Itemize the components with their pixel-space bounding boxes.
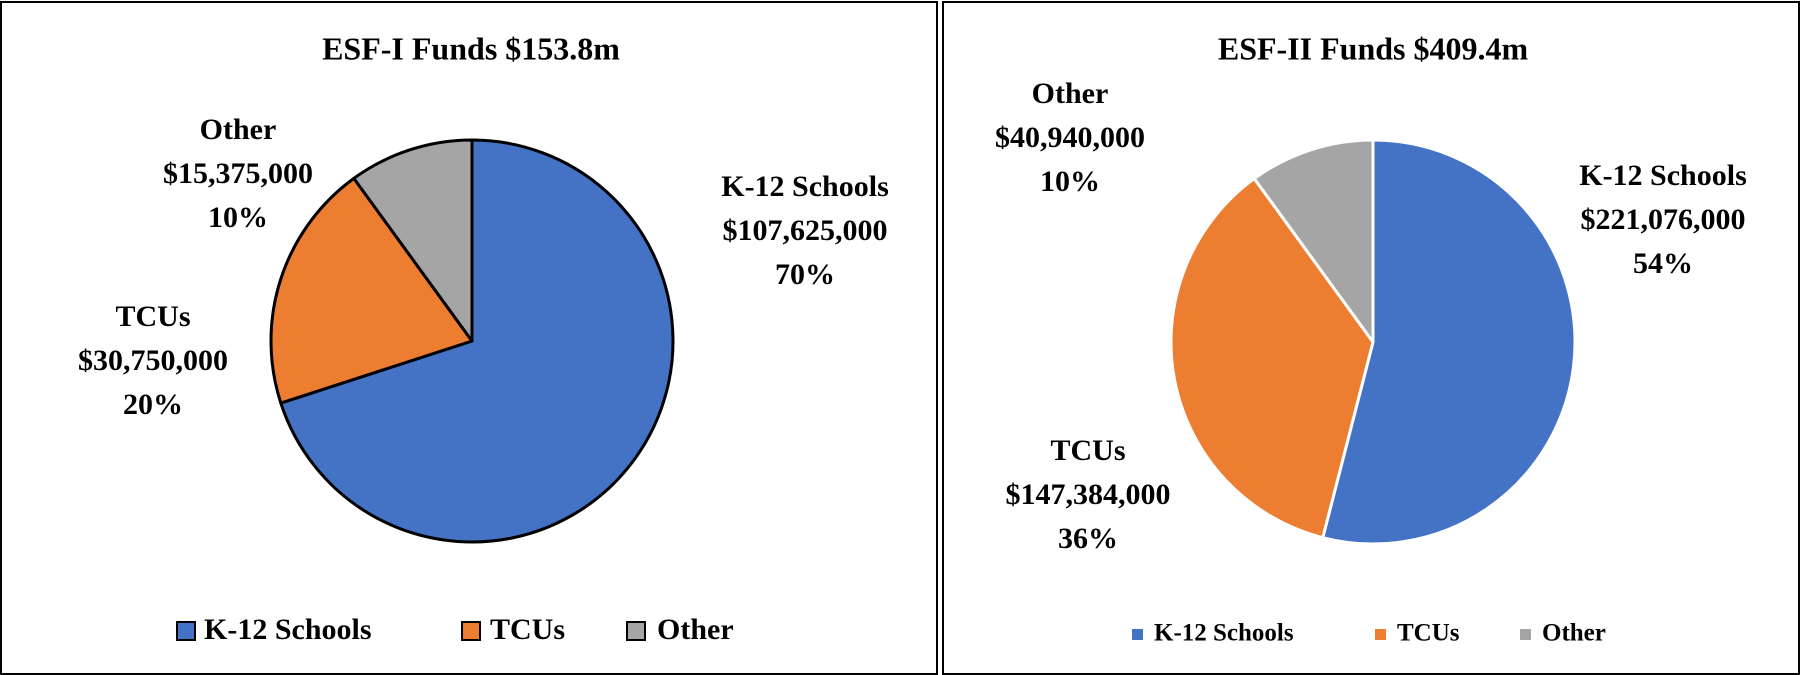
slice-percent-label: 36% — [1058, 522, 1118, 555]
slice-percent-label: 54% — [1633, 247, 1693, 280]
slice-value-label: $40,940,000 — [995, 121, 1145, 154]
slice-category-label: K-12 Schools — [1579, 159, 1747, 192]
slice-percent-label: 20% — [123, 388, 183, 421]
slice-value-label: $221,076,000 — [1581, 203, 1746, 236]
pie-slice — [279, 138, 675, 544]
slice-percent-label: 10% — [1040, 165, 1100, 198]
legend-label: K-12 Schools — [204, 613, 372, 646]
legend-marker — [1132, 629, 1143, 640]
legend-marker — [626, 621, 646, 641]
slice-category-label: Other — [1032, 77, 1109, 110]
slice-category-label: K-12 Schools — [721, 170, 889, 203]
slice-category-label: TCUs — [1050, 434, 1125, 467]
slice-value-label: $15,375,000 — [163, 157, 313, 190]
legend-label: TCUs — [1397, 620, 1460, 647]
legend-label: Other — [1542, 620, 1606, 647]
chart-frame — [0, 1, 938, 675]
slice-percent-label: 70% — [775, 258, 835, 291]
chart-title: ESF-I Funds $153.8m — [322, 30, 620, 66]
chart-title: ESF-II Funds $409.4m — [1218, 30, 1529, 66]
slice-value-label: $147,384,000 — [1006, 478, 1171, 511]
legend-marker — [176, 621, 196, 641]
legend-marker — [461, 621, 481, 641]
pie-slice — [1321, 138, 1577, 546]
legend-label: Other — [657, 613, 734, 646]
slice-value-label: $107,625,000 — [723, 214, 888, 247]
chart-frame — [942, 1, 1800, 675]
legend-label: K-12 Schools — [1154, 620, 1294, 647]
legend-marker — [1520, 629, 1531, 640]
pie-slice — [1169, 177, 1375, 540]
slice-percent-label: 10% — [208, 201, 268, 234]
slice-category-label: Other — [200, 113, 277, 146]
slice-value-label: $30,750,000 — [78, 344, 228, 377]
legend-label: TCUs — [490, 613, 565, 646]
slice-category-label: TCUs — [115, 300, 190, 333]
pie-slice — [1252, 138, 1375, 344]
pie-slice — [269, 176, 474, 405]
legend-marker — [1375, 629, 1386, 640]
pie-slice — [352, 138, 474, 343]
